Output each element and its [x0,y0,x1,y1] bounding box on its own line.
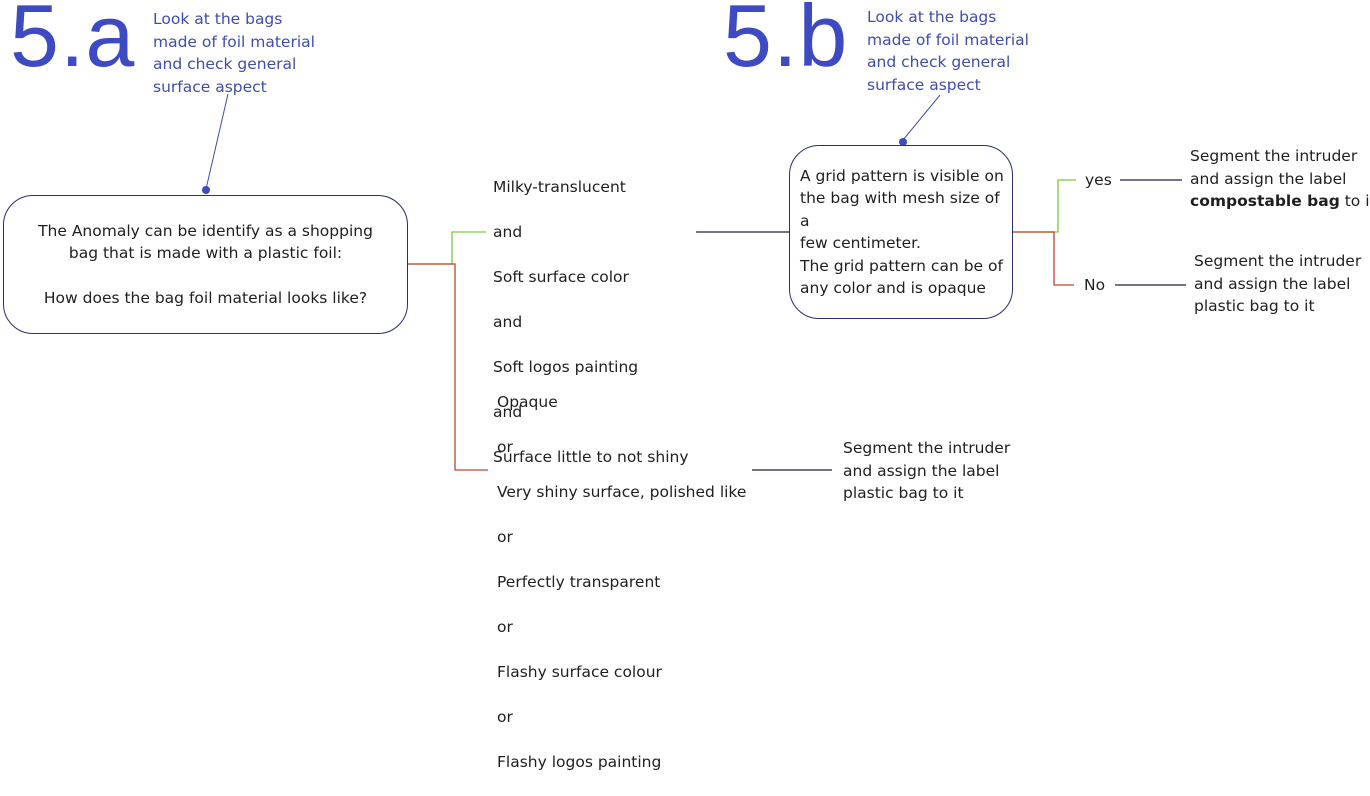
option-soft-line: and [493,312,523,331]
option-soft-line: and [493,222,523,241]
option-soft-line: and [493,402,523,421]
option-flashy-line: Very shiny surface, polished like [497,482,747,501]
note-b-dot [899,138,907,146]
branch-a-red [408,263,488,471]
option-flashy-line: or [497,527,513,546]
result-yes-suffix: to it [1344,192,1370,210]
branch-b-red [1013,231,1074,286]
result-yes-label: compostable bag [1190,192,1340,210]
note-a-dot [202,186,210,194]
option-soft-line: Milky-translucent [493,177,626,196]
branch-b-green [1013,179,1076,233]
option-flashy-line: or [497,707,513,726]
option-soft-line: Soft logos painting [493,357,639,376]
option-flashy-appearance: Opaque or Very shiny surface, polished l… [497,368,746,796]
answer-yes: yes [1085,171,1112,189]
question-5a-line3: How does the bag foil material looks lik… [43,288,368,307]
branch-a-green [408,231,486,265]
option-flashy-line: Flashy logos painting [497,752,662,771]
answer-no: No [1084,276,1106,294]
question-5a-line2: bag that is made with a plastic foil: [68,244,343,263]
question-box-5b: A grid pattern is visible on the bag wit… [789,145,1013,319]
instruction-note-5a: Look at the bags made of foil material a… [153,10,315,96]
option-soft-appearance: Milky-translucent and Soft surface color… [493,153,689,491]
connector-lines [202,93,1186,471]
result-yes-line2: and assign the label [1190,169,1347,188]
instruction-note-5b: Look at the bags made of foil material a… [867,8,1029,94]
note-a-pointer [205,93,229,190]
result-yes-line1: Segment the intruder [1190,147,1358,165]
option-soft-line: Soft surface color [493,267,629,286]
question-5a-line1: The Anomaly can be identify as a shoppin… [38,221,373,240]
step-label-5b: 5.b [723,0,849,85]
question-box-5a: The Anomaly can be identify as a shoppin… [3,195,408,334]
option-flashy-line: or [497,437,513,456]
note-b-pointer [902,94,941,141]
step-label-5a: 5.a [10,0,136,85]
option-flashy-line: Flashy surface colour [497,662,662,681]
option-flashy-line: Opaque [497,392,558,411]
result-compostable-bag: Segment the intruder and assign the labe… [1190,145,1370,213]
option-flashy-line: or [497,617,513,636]
option-soft-line: Surface little to not shiny [493,447,689,466]
result-plastic-bag-5a: Segment the intruder and assign the labe… [843,439,1011,502]
question-5b-text: A grid pattern is visible on the bag wit… [800,166,1004,298]
result-plastic-bag-5b: Segment the intruder and assign the labe… [1194,252,1362,315]
